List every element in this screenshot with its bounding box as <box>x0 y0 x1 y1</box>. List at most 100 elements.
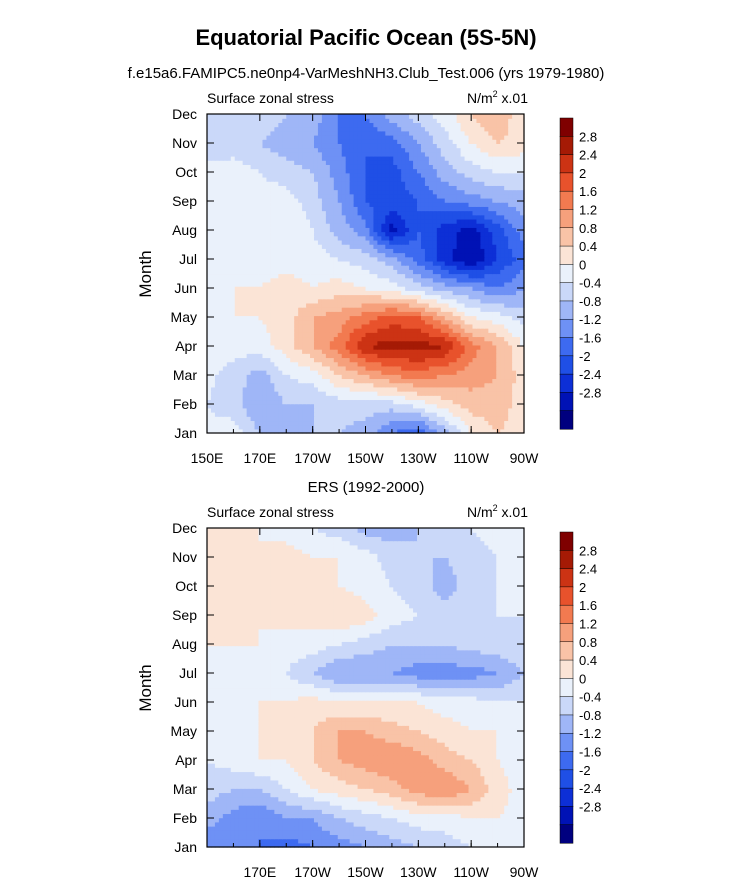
contour-cell <box>258 319 264 325</box>
contour-cell <box>329 172 335 178</box>
contour-cell <box>369 332 375 338</box>
contour-cell <box>242 357 248 363</box>
contour-cell <box>282 260 287 266</box>
contour-cell <box>369 412 375 417</box>
contour-cell <box>246 416 252 422</box>
contour-cell <box>369 353 375 359</box>
contour-cell <box>337 256 343 262</box>
contour-cell <box>448 256 454 262</box>
contour-cell <box>389 315 394 321</box>
contour-cell <box>428 210 434 216</box>
contour-cell <box>246 361 252 367</box>
contour-cell <box>238 332 244 338</box>
contour-cell <box>214 424 220 430</box>
contour-cell <box>298 399 303 405</box>
contour-cell <box>484 424 489 430</box>
contour-cell <box>377 273 382 279</box>
contour-cell <box>420 218 426 224</box>
contour-cell <box>428 277 434 283</box>
contour-cell <box>492 323 497 329</box>
contour-cell <box>496 361 501 367</box>
contour-cell <box>456 235 462 241</box>
contour-cell <box>218 218 224 224</box>
contour-cell <box>321 193 327 199</box>
contour-cell <box>413 248 418 254</box>
contour-cell <box>472 181 478 186</box>
contour-cell <box>444 336 450 342</box>
contour-cell <box>313 412 319 417</box>
contour-cell <box>508 273 513 279</box>
contour-cell <box>313 265 319 270</box>
contour-cell <box>270 353 275 359</box>
contour-cell <box>456 395 462 401</box>
contour-cell <box>401 407 406 413</box>
contour-cell <box>317 407 323 413</box>
contour-cell <box>413 428 418 434</box>
contour-cell <box>210 260 216 266</box>
contour-cell <box>369 319 375 325</box>
contour-cell <box>504 361 509 367</box>
contour-cell <box>321 202 327 207</box>
contour-cell <box>405 302 410 308</box>
contour-cell <box>242 336 248 342</box>
contour-cell <box>250 357 256 363</box>
contour-cell <box>436 235 442 241</box>
contour-cell <box>476 218 482 224</box>
contour-cell <box>484 269 489 275</box>
contour-cell <box>444 260 450 266</box>
contour-cell <box>409 197 414 203</box>
contour-cell <box>508 424 513 430</box>
contour-cell <box>361 273 367 279</box>
contour-cell <box>349 386 355 392</box>
contour-cell <box>492 223 497 228</box>
contour-cell <box>476 281 482 287</box>
contour-cell <box>234 176 240 182</box>
contour-cell <box>306 323 311 329</box>
contour-cell <box>226 416 232 422</box>
contour-cell <box>424 428 430 434</box>
contour-cell <box>460 353 466 359</box>
contour-cell <box>405 202 410 207</box>
contour-cell <box>282 386 287 392</box>
contour-cell <box>246 227 252 233</box>
contour-cell <box>234 239 240 245</box>
contour-cell <box>337 189 343 195</box>
contour-cell <box>266 248 271 254</box>
contour-cell <box>460 218 466 224</box>
contour-cell <box>294 340 299 346</box>
contour-cell <box>337 290 343 296</box>
contour-cell <box>345 412 351 417</box>
contour-cell <box>278 391 283 396</box>
contour-cell <box>500 227 505 233</box>
contour-cell <box>492 281 497 287</box>
contour-cell <box>405 181 410 186</box>
contour-cell <box>278 349 283 354</box>
contour-cell <box>207 328 212 333</box>
contour-cell <box>512 294 517 300</box>
contour-cell <box>448 248 454 254</box>
contour-cell <box>432 277 438 283</box>
contour-cell <box>464 370 470 375</box>
contour-cell <box>460 277 466 283</box>
contour-cell <box>298 281 303 287</box>
contour-cell <box>274 252 279 258</box>
contour-cell <box>270 319 275 325</box>
contour-cell <box>286 382 291 388</box>
contour-cell <box>393 370 398 375</box>
contour-cell <box>222 374 228 380</box>
contour-cell <box>496 357 501 363</box>
contour-cell <box>405 336 410 342</box>
contour-cell <box>361 176 367 182</box>
contour-cell <box>381 214 386 220</box>
contour-cell <box>313 277 319 283</box>
contour-cell <box>397 391 402 396</box>
contour-cell <box>329 357 335 363</box>
contour-cell <box>290 382 295 388</box>
contour-cell <box>222 214 228 220</box>
contour-cell <box>381 336 386 342</box>
contour-cell <box>472 357 478 363</box>
contour-cell <box>349 286 355 291</box>
contour-cell <box>409 189 414 195</box>
contour-cell <box>373 185 378 191</box>
contour-cell <box>484 210 489 216</box>
